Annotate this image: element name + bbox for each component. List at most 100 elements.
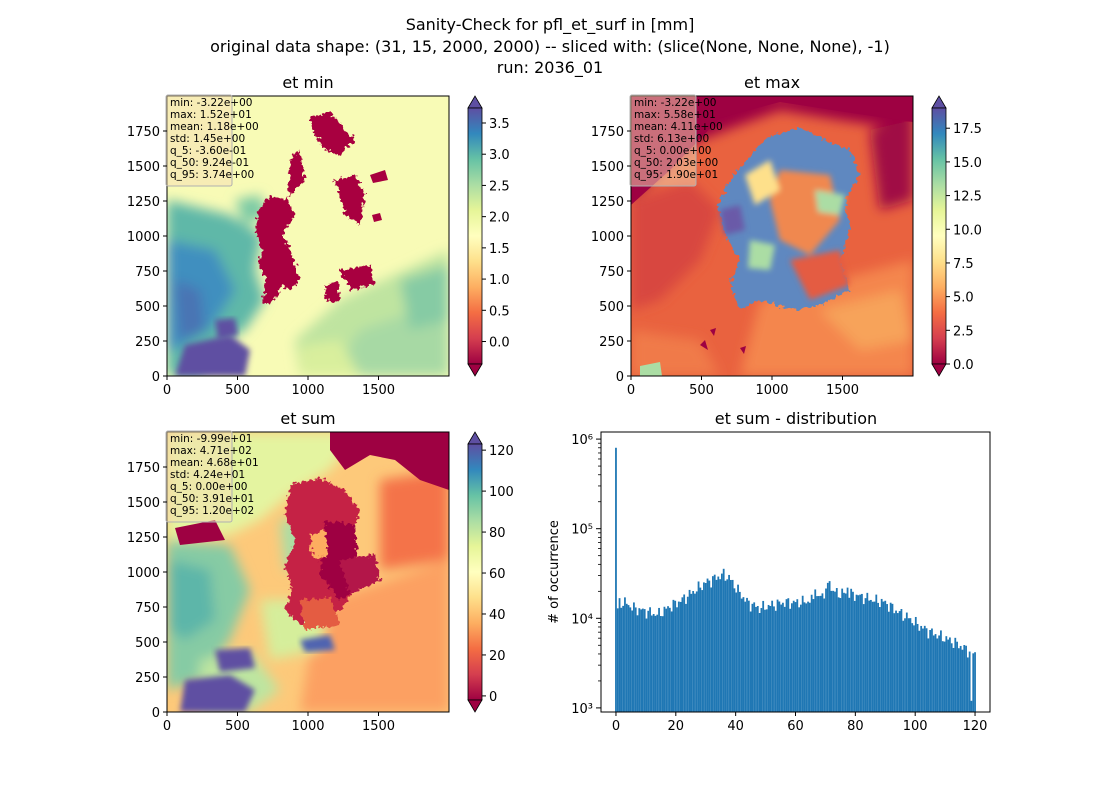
y-tick-label: 1250: [127, 531, 160, 546]
histogram-bar: [728, 574, 730, 712]
histogram-bar: [701, 590, 704, 712]
histogram-bar: [737, 584, 739, 712]
histogram-bar: [767, 604, 770, 712]
histogram-bar: [932, 635, 935, 712]
histogram-bar: [835, 588, 838, 712]
histogram-bar: [749, 611, 752, 712]
stat-mean: mean: 1.18e+00: [170, 121, 259, 133]
heatmap-image: [167, 96, 449, 376]
stat-min: min: -3.22e+00: [634, 97, 716, 109]
y-axis: 0 250 500 750 1000 1250 1500 1750: [591, 125, 631, 385]
histogram-bar: [974, 652, 976, 712]
histogram-bar: [674, 600, 677, 712]
y-tick-label: 750: [135, 265, 160, 280]
x-tick-label: 1500: [362, 383, 395, 398]
y-tick-label: 0: [152, 706, 160, 721]
stat-mean: mean: 4.11e+00: [634, 121, 723, 133]
histogram-bar: [665, 608, 668, 712]
histogram-bar: [934, 634, 937, 712]
colorbar-tick-label: 2.5: [953, 324, 974, 339]
histogram-bar: [807, 601, 809, 712]
histogram-bar: [949, 637, 951, 712]
histogram-bar: [798, 607, 800, 712]
histogram-bar: [670, 611, 673, 712]
figure-title-line-3: run: 2036_01: [497, 58, 603, 78]
histogram-bar: [717, 576, 720, 712]
histogram-bar: [620, 607, 623, 712]
histogram-bar: [776, 599, 779, 712]
x-tick-label: 80: [847, 719, 864, 734]
histogram-bar: [791, 603, 793, 712]
panel-et-sum-distribution: et sum - distribution 0 20 40 60 80 100 120 10…: [547, 409, 991, 734]
histogram-bar: [803, 602, 806, 712]
histogram-bar: [676, 607, 678, 712]
figure-title-line-1: Sanity-Check for pfl_et_surf in [mm]: [406, 15, 695, 35]
histogram-bar: [641, 608, 644, 712]
histogram-bar: [785, 599, 788, 712]
histogram-bar: [900, 608, 903, 712]
histogram-bar: [875, 594, 878, 712]
histogram-bar: [898, 611, 901, 712]
x-tick-label: 500: [225, 383, 250, 398]
histogram-bar: [830, 590, 833, 712]
histogram-bar: [922, 628, 924, 712]
histogram-bar: [712, 576, 714, 712]
stat-q5: q_5: -3.60e-01: [170, 145, 246, 157]
x-tick-label: 1000: [291, 383, 324, 398]
histogram-bar: [936, 638, 939, 712]
y-tick-label: 500: [599, 300, 624, 315]
colorbar: 0 20 40 60 80 100 120: [467, 431, 514, 713]
y-tick-label: 1500: [127, 160, 160, 175]
histogram-bar: [952, 647, 955, 712]
histogram-bar: [658, 607, 660, 712]
colorbar-tick-label: 1.0: [489, 273, 510, 288]
histogram-bar: [783, 606, 786, 712]
x-tick-label: 1000: [755, 383, 788, 398]
histogram-bar: [710, 587, 713, 712]
y-tick-label: 250: [135, 335, 160, 350]
histogram-bar: [703, 582, 705, 712]
y-tick-label: 1750: [127, 461, 160, 476]
histogram-bar: [713, 574, 716, 712]
histogram-bar: [733, 588, 736, 712]
histogram-bar: [756, 606, 759, 712]
histogram-bar: [970, 700, 973, 712]
stat-q5: q_5: 0.00e+00: [170, 481, 247, 493]
histogram-bar: [904, 618, 906, 712]
colorbar-tick-label: 3.5: [489, 117, 510, 132]
histogram-bar: [959, 645, 962, 712]
y-tick-label: 250: [599, 335, 624, 350]
y-tick-label: 10⁴: [571, 612, 593, 627]
histogram-bar: [950, 643, 953, 712]
stat-max: max: 4.71e+02: [170, 445, 252, 457]
histogram-bar: [914, 616, 917, 712]
histogram-bar: [956, 641, 958, 712]
histogram-bar: [758, 613, 761, 712]
y-tick-label: 1250: [127, 195, 160, 210]
colorbar-tick-label: 1.5: [489, 242, 510, 257]
y-tick-label: 750: [135, 601, 160, 616]
histogram-bar: [677, 601, 680, 712]
histogram-bar: [615, 447, 617, 712]
histogram-bar: [787, 598, 790, 712]
stats-box: min: -3.22e+00 max: 5.58e+01 mean: 4.11e…: [629, 94, 723, 187]
y-tick-label: 1500: [127, 496, 160, 511]
histogram-bar: [963, 645, 966, 712]
y-tick-label: 500: [135, 300, 160, 315]
histogram-bar: [889, 602, 892, 712]
histogram-bars: [615, 447, 976, 712]
x-axis: 0 500 1000 1500: [163, 712, 395, 734]
histogram-bar: [929, 630, 932, 712]
histogram-bar: [895, 610, 897, 712]
histogram-bar: [799, 604, 802, 712]
histogram-bar: [810, 594, 813, 712]
stat-mean: mean: 4.68e+01: [170, 457, 259, 469]
histogram-bar: [868, 600, 871, 712]
y-tick-label: 10⁵: [571, 523, 593, 538]
histogram-bar: [769, 606, 772, 712]
colorbar-tick-label: 100: [489, 485, 514, 500]
histogram-bar: [647, 610, 650, 712]
panel-title: et sum: [280, 409, 335, 428]
stat-q95: q_95: 1.90e+01: [634, 169, 718, 181]
